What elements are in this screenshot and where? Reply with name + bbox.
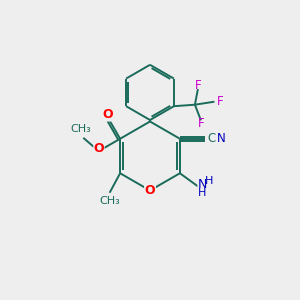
Text: CH₃: CH₃ <box>70 124 91 134</box>
Text: N: N <box>197 178 207 191</box>
Text: H: H <box>205 176 213 186</box>
Text: N: N <box>217 132 225 145</box>
Text: F: F <box>217 95 223 108</box>
Text: O: O <box>94 142 104 155</box>
Text: H: H <box>198 188 206 198</box>
Text: F: F <box>198 117 204 130</box>
Text: CH₃: CH₃ <box>99 196 120 206</box>
Text: O: O <box>145 184 155 197</box>
Text: O: O <box>103 108 113 121</box>
Text: F: F <box>195 79 201 92</box>
Text: C: C <box>208 132 216 145</box>
